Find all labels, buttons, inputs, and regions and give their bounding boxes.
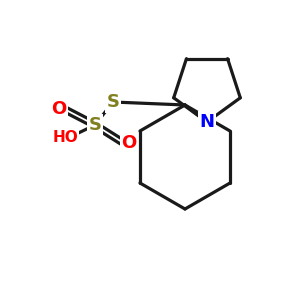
Text: O: O [122, 134, 136, 152]
Text: HO: HO [52, 130, 78, 145]
Text: S: S [106, 93, 119, 111]
Text: S: S [88, 116, 101, 134]
Text: N: N [200, 113, 214, 131]
Text: O: O [51, 100, 67, 118]
